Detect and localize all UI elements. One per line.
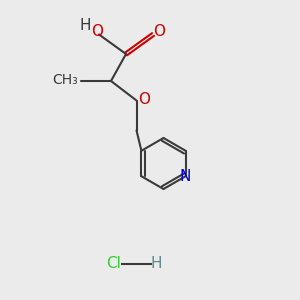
Text: N: N (180, 169, 191, 184)
Text: CH₃: CH₃ (52, 73, 78, 86)
Text: H: H (80, 18, 91, 33)
Text: H: H (150, 256, 162, 272)
Text: Cl: Cl (106, 256, 122, 272)
Text: O: O (138, 92, 150, 106)
Text: O: O (153, 24, 165, 39)
Text: O: O (92, 24, 104, 39)
